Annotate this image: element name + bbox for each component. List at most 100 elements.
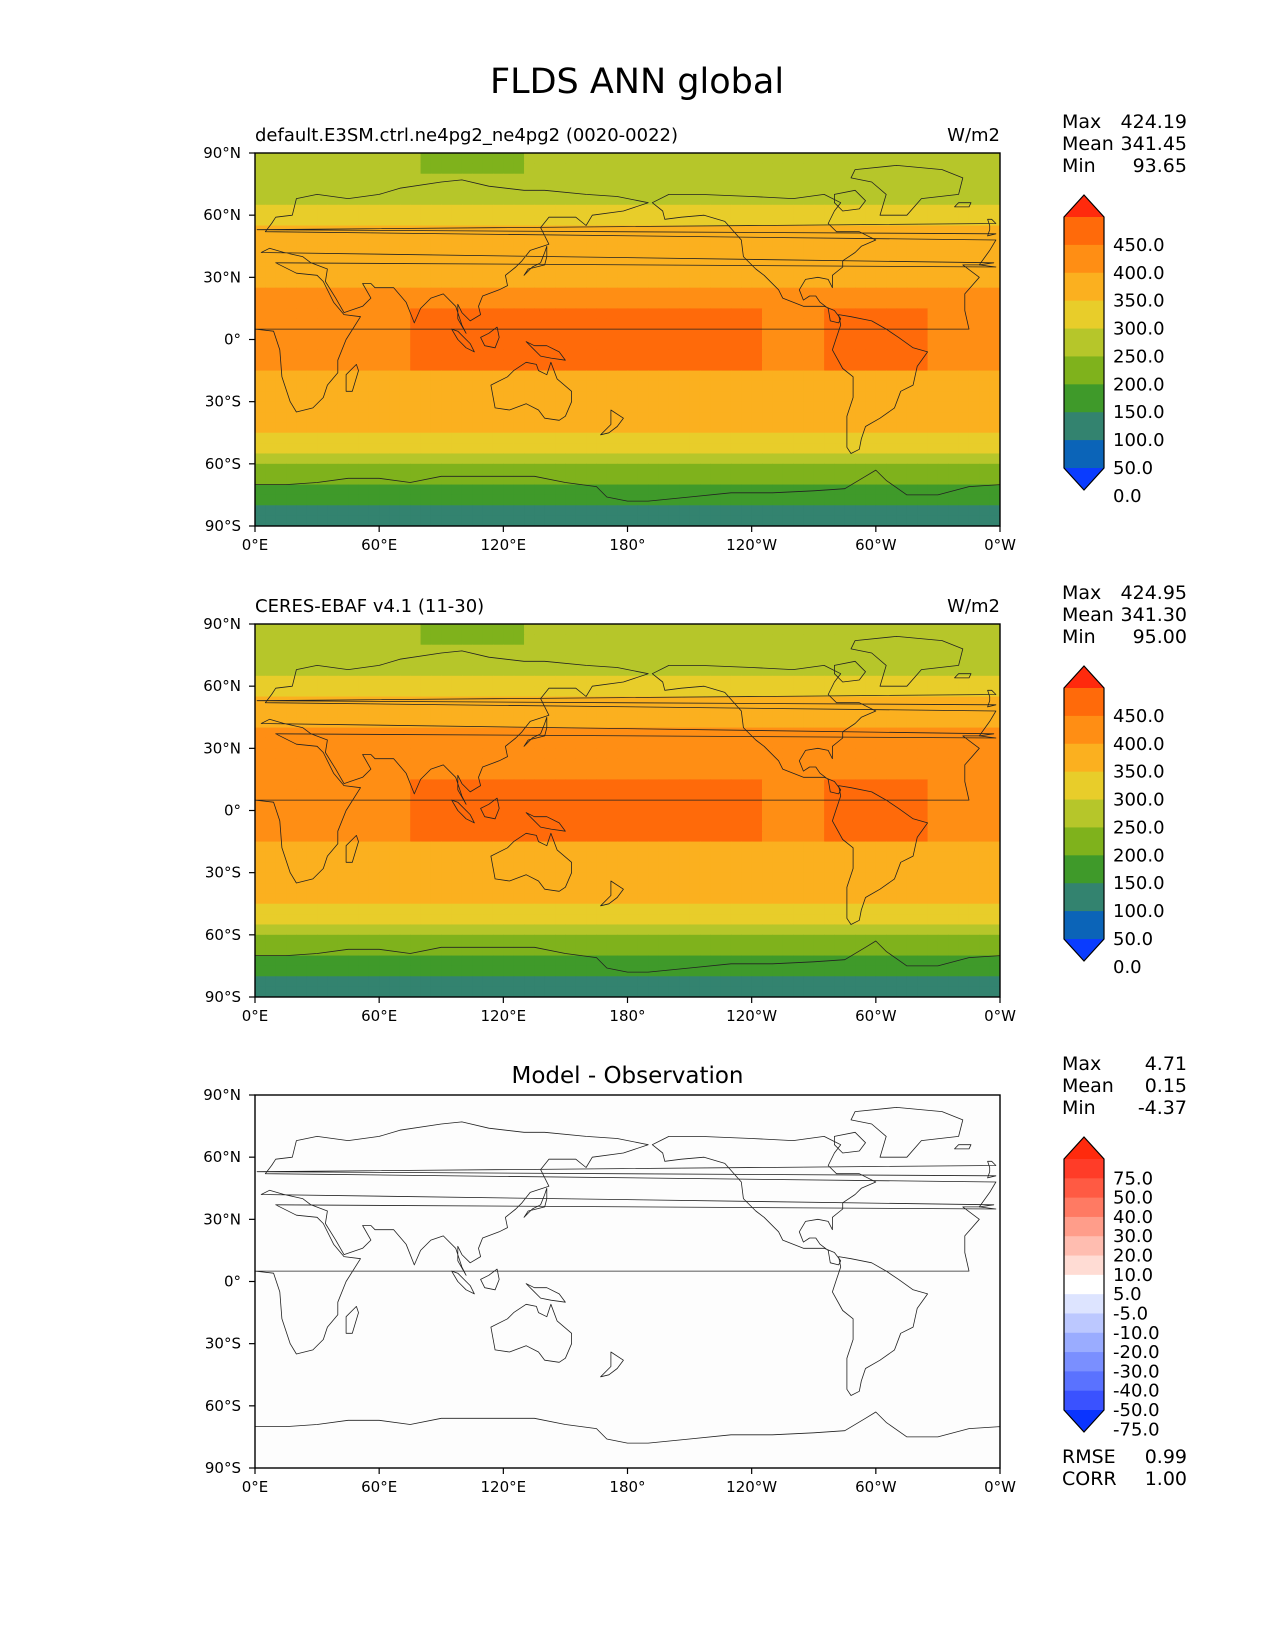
contour-cell <box>689 453 701 465</box>
contour-cell <box>358 153 370 164</box>
contour-cell <box>689 318 701 330</box>
contour-cell <box>348 184 360 196</box>
contour-cell <box>472 717 484 729</box>
contour-cell <box>627 463 639 475</box>
contour-cell <box>358 665 370 677</box>
contour-cell <box>627 758 639 770</box>
contour-cell <box>586 810 598 822</box>
contour-cell <box>627 422 639 434</box>
contour-cell <box>337 914 349 926</box>
contour-cell <box>968 443 980 455</box>
contour-cell <box>637 727 649 739</box>
contour-cell <box>286 484 297 496</box>
contour-cell <box>482 831 494 843</box>
contour-cell <box>720 696 732 708</box>
contour-cell <box>451 246 463 258</box>
contour-cell <box>637 737 649 749</box>
contour-cell <box>337 831 349 843</box>
contour-cell <box>441 851 453 863</box>
contour-cell <box>648 422 660 434</box>
contour-cell <box>596 370 608 382</box>
contour-cell <box>555 277 567 289</box>
contour-cell <box>937 665 949 677</box>
contour-cell <box>451 453 463 465</box>
contour-cell <box>544 370 556 382</box>
contour-cell <box>461 872 473 884</box>
contour-cell <box>803 810 815 822</box>
contour-cell <box>544 235 556 247</box>
contour-cell <box>389 225 401 237</box>
contour-cell <box>296 277 308 289</box>
contour-cell <box>265 934 277 946</box>
contour-cell <box>710 360 722 372</box>
contour-cell <box>948 308 960 320</box>
contour-cell <box>699 779 711 791</box>
contour-cell <box>648 184 660 196</box>
contour-cell <box>524 298 535 310</box>
contour-cell <box>482 215 494 227</box>
contour-cell <box>544 484 556 496</box>
contour-cell <box>824 789 836 801</box>
contour-cell <box>648 308 660 320</box>
contour-cell <box>596 308 608 320</box>
contour-cell <box>803 655 815 667</box>
contour-cell <box>844 924 856 936</box>
contour-cell <box>441 453 453 465</box>
contour-cell <box>689 903 701 915</box>
contour-cell <box>586 215 598 227</box>
contour-cell <box>317 717 329 729</box>
contour-cell <box>441 706 453 718</box>
contour-cell <box>606 634 618 646</box>
contour-cell <box>855 727 867 739</box>
contour-cell <box>534 153 546 164</box>
contour-cell <box>803 370 815 382</box>
contour-cell <box>379 655 391 667</box>
contour-cell <box>389 235 401 247</box>
contour-cell <box>648 851 660 863</box>
contour-cell <box>555 308 567 320</box>
colorbar-segment <box>1064 328 1104 357</box>
contour-cell <box>389 515 401 526</box>
contour-cell <box>617 634 629 646</box>
contour-cell <box>327 401 339 413</box>
contour-cell <box>741 851 753 863</box>
contour-cell <box>296 298 308 310</box>
contour-cell <box>286 163 297 175</box>
contour-cell <box>896 717 908 729</box>
contour-cell <box>544 841 556 853</box>
contour-cell <box>368 173 380 185</box>
contour-cell <box>782 474 794 486</box>
contour-cell <box>865 655 877 667</box>
contour-cell <box>368 515 380 526</box>
contour-cell <box>865 308 877 320</box>
contour-cell <box>710 474 722 486</box>
contour-cell <box>410 432 422 444</box>
contour-cell <box>565 831 577 843</box>
contour-cell <box>255 903 266 915</box>
contour-cell <box>699 349 711 361</box>
contour-cell <box>389 789 401 801</box>
contour-cell <box>648 173 660 185</box>
contour-cell <box>451 851 463 863</box>
contour-cell <box>327 453 339 465</box>
contour-cell <box>875 453 887 465</box>
contour-cell <box>824 665 836 677</box>
contour-cell <box>627 277 639 289</box>
contour-cell <box>813 717 825 729</box>
contour-cell <box>606 758 618 770</box>
contour-cell <box>348 883 360 894</box>
contour-cell <box>730 934 742 946</box>
contour-cell <box>751 800 763 812</box>
contour-cell <box>937 737 949 749</box>
contour-cell <box>751 380 763 392</box>
contour-cell <box>327 422 339 434</box>
contour-cell <box>513 675 525 687</box>
contour-cell <box>679 463 691 475</box>
contour-cell <box>275 391 287 403</box>
contour-cell <box>803 727 815 739</box>
contour-cell <box>296 800 308 812</box>
contour-cell <box>420 924 432 936</box>
contour-cell <box>937 851 949 863</box>
contour-cell <box>379 287 391 299</box>
contour-cell <box>855 246 867 258</box>
